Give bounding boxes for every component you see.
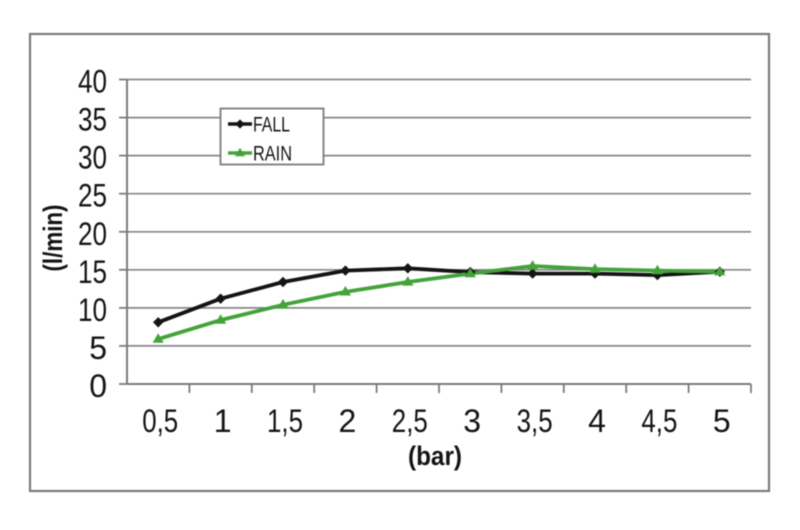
svg-text:(l/min): (l/min) [38, 205, 68, 272]
svg-text:10: 10 [78, 292, 107, 328]
svg-text:2: 2 [339, 403, 357, 439]
svg-text:5: 5 [89, 330, 107, 366]
svg-text:1: 1 [214, 403, 232, 439]
svg-text:35: 35 [78, 102, 107, 138]
svg-text:4: 4 [588, 403, 606, 439]
svg-text:0: 0 [89, 368, 107, 404]
svg-text:4,5: 4,5 [641, 403, 677, 439]
svg-text:5: 5 [713, 403, 731, 439]
svg-text:RAIN: RAIN [253, 142, 292, 166]
svg-text:0,5: 0,5 [142, 403, 178, 439]
svg-text:20: 20 [78, 216, 107, 252]
svg-text:1,5: 1,5 [267, 403, 303, 439]
svg-text:3: 3 [463, 403, 481, 439]
svg-text:FALL: FALL [253, 113, 290, 137]
svg-text:25: 25 [78, 178, 107, 214]
svg-text:40: 40 [78, 64, 107, 100]
svg-text:2,5: 2,5 [392, 403, 428, 439]
svg-text:30: 30 [78, 140, 107, 176]
svg-text:(bar): (bar) [408, 441, 462, 471]
svg-text:3,5: 3,5 [517, 403, 553, 439]
svg-text:15: 15 [78, 254, 107, 290]
